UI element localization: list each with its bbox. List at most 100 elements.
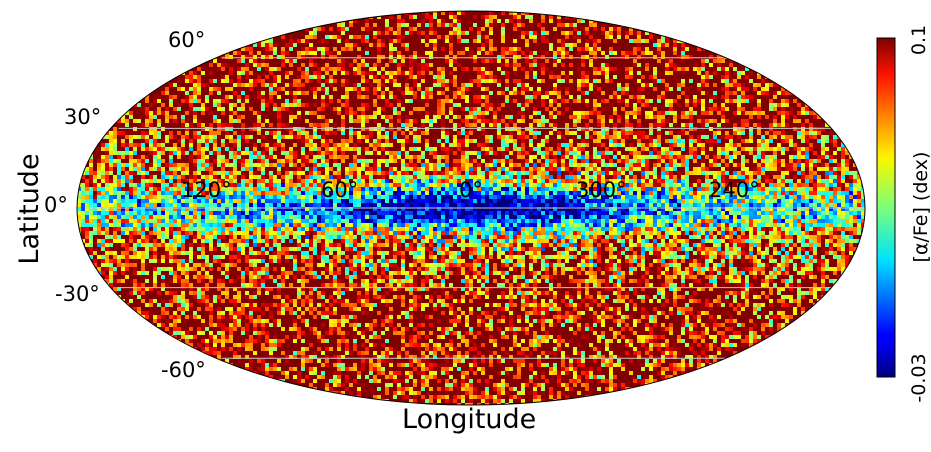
heatmap-cell [633,143,637,147]
heatmap-cell [689,123,693,127]
heatmap-cell [537,91,541,95]
heatmap-cell [445,51,449,55]
heatmap-cell [717,131,721,135]
heatmap-cell [673,63,677,67]
heatmap-cell [221,111,225,115]
heatmap-cell [565,107,569,111]
heatmap-cell [653,43,657,47]
heatmap-cell [553,43,557,47]
heatmap-cell [493,11,497,15]
heatmap-cell [305,55,309,59]
heatmap-cell [557,39,561,43]
heatmap-cell [781,95,785,99]
heatmap-cell [277,35,281,39]
heatmap-cell [477,43,481,47]
heatmap-cell [405,135,409,139]
heatmap-cell [277,99,281,103]
heatmap-cell [593,135,597,139]
heatmap-cell [609,115,613,119]
heatmap-cell [237,143,241,147]
heatmap-cell [365,107,369,111]
heatmap-cell [165,111,169,115]
heatmap-cell [349,111,353,115]
heatmap-cell [601,71,605,75]
heatmap-cell [613,111,617,115]
heatmap-cell [445,135,449,139]
heatmap-cell [757,107,761,111]
heatmap-cell [633,107,637,111]
heatmap-cell [453,35,457,39]
heatmap-cell [629,91,633,95]
heatmap-cell [445,59,449,63]
heatmap-cell [705,83,709,87]
heatmap-cell [673,131,677,135]
heatmap-cell [345,67,349,71]
heatmap-cell [329,87,333,91]
heatmap-cell [389,75,393,79]
heatmap-cell [785,139,789,143]
heatmap-cell [169,123,173,127]
heatmap-cell [737,91,741,95]
heatmap-cell [373,119,377,123]
heatmap-cell [681,147,685,151]
heatmap-cell [145,151,149,155]
heatmap-cell [605,35,609,39]
heatmap-cell [357,119,361,123]
heatmap-cell [429,79,433,83]
heatmap-cell [117,147,121,151]
heatmap-cell [433,147,437,151]
heatmap-cell [685,111,689,115]
heatmap-cell [601,47,605,51]
heatmap-cell [281,143,285,147]
heatmap-cell [625,123,629,127]
heatmap-cell [473,67,477,71]
heatmap-cell [245,135,249,139]
heatmap-cell [725,99,729,103]
heatmap-cell [581,111,585,115]
heatmap-cell [641,83,645,87]
heatmap-cell [569,55,573,59]
heatmap-cell [413,63,417,67]
heatmap-cell [749,127,753,131]
heatmap-cell [733,131,737,135]
heatmap-cell [377,51,381,55]
heatmap-cell [309,111,313,115]
heatmap-cell [501,143,505,147]
heatmap-cell [173,127,177,131]
heatmap-cell [629,127,633,131]
heatmap-cell [669,147,673,151]
heatmap-cell [577,47,581,51]
heatmap-cell [265,83,269,87]
heatmap-cell [365,43,369,47]
heatmap-cell [449,103,453,107]
heatmap-cell [661,67,665,71]
heatmap-cell [601,107,605,111]
heatmap-cell [197,127,201,131]
heatmap-cell [229,99,233,103]
heatmap-cell [289,111,293,115]
heatmap-cell [413,147,417,151]
heatmap-cell [805,139,809,143]
heatmap-cell [789,115,793,119]
heatmap-cell [477,31,481,35]
heatmap-cell [489,135,493,139]
heatmap-cell [585,31,589,35]
heatmap-cell [441,59,445,63]
heatmap-cell [213,83,217,87]
heatmap-cell [369,127,373,131]
heatmap-cell [489,131,493,135]
heatmap-cell [165,99,169,103]
heatmap-cell [741,111,745,115]
heatmap-cell [397,87,401,91]
heatmap-cell [549,91,553,95]
heatmap-cell [601,83,605,87]
heatmap-cell [657,107,661,111]
heatmap-cell [201,63,205,67]
heatmap-cell [721,59,725,63]
heatmap-cell [533,115,537,119]
heatmap-cell [585,127,589,131]
heatmap-cell [261,71,265,75]
heatmap-cell [513,143,517,147]
heatmap-cell [233,75,237,79]
heatmap-cell [653,83,657,87]
